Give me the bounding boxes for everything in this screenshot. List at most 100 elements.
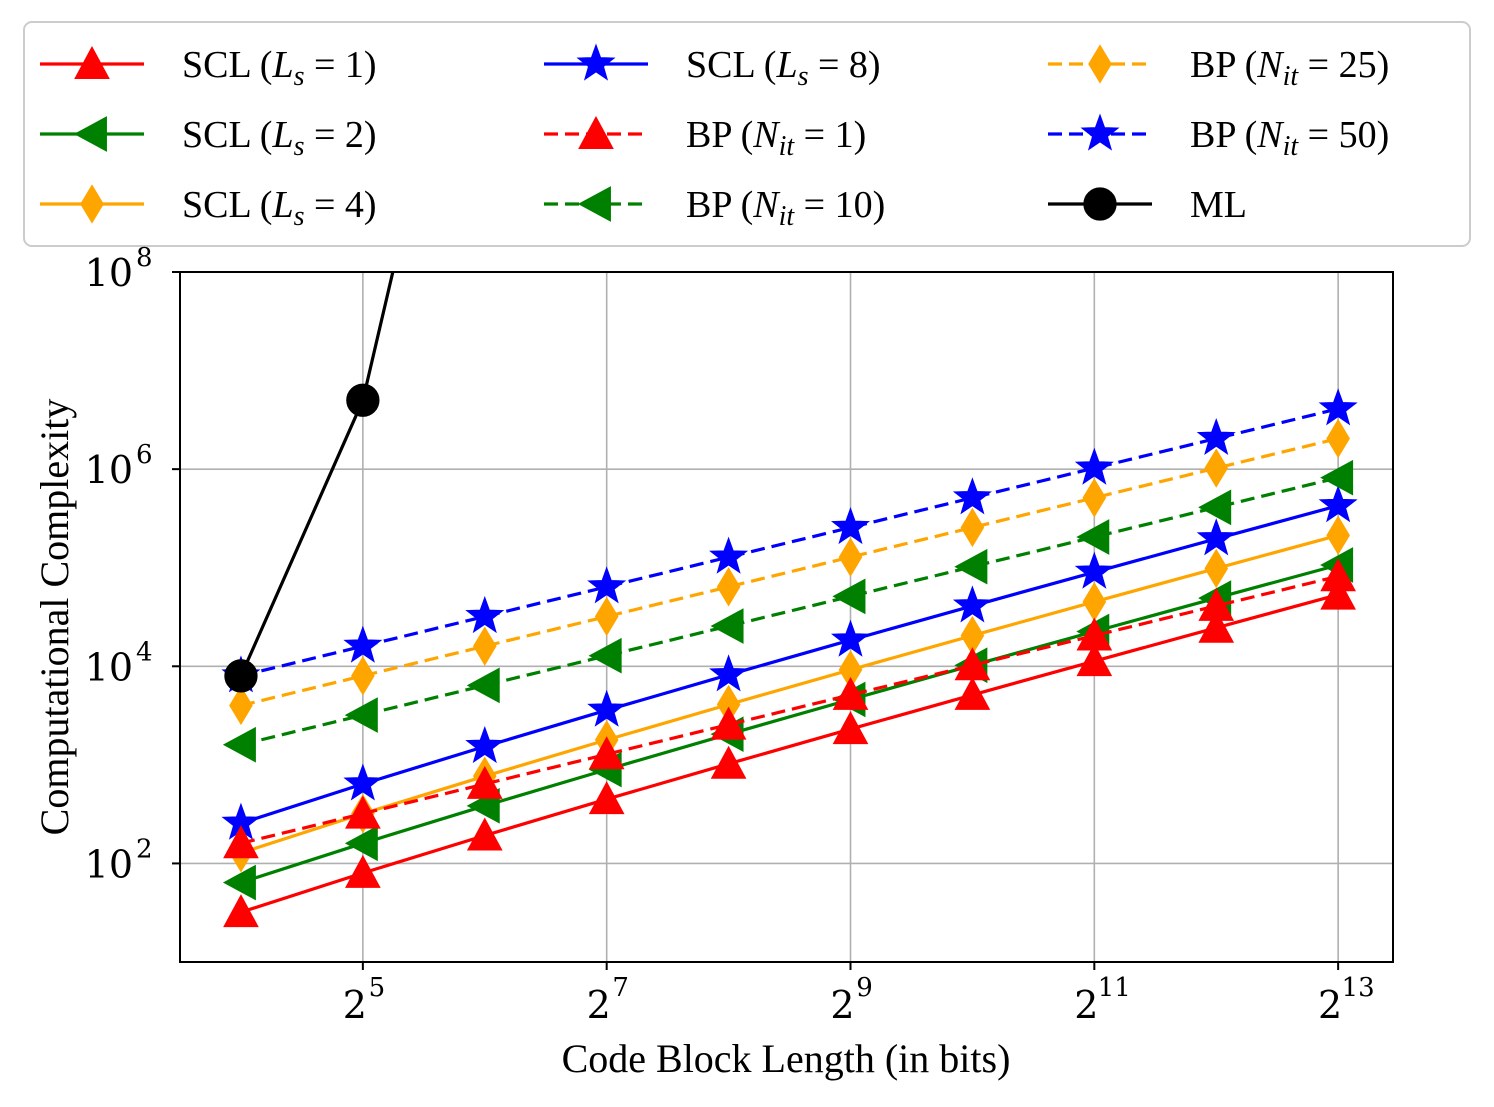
data-point [1198,587,1235,621]
x-tick-label: 2 [1074,983,1098,1027]
legend-entry-scl2: SCL (Ls = 2) [40,114,377,162]
legend-marker [576,43,616,81]
data-point [465,725,505,764]
x-tick-label-exponent: 5 [369,973,386,1003]
data-point [952,477,992,515]
data-point [344,825,378,862]
data-point [1082,582,1107,622]
legend-marker [1083,187,1117,221]
data-point [1076,617,1113,651]
y-tick-label-exponent: 2 [136,834,153,864]
data-point [954,676,991,710]
legend-label: SCL (Ls = 4) [182,184,377,232]
legend-marker [1080,113,1120,151]
data-point [832,711,869,745]
data-point [588,736,625,770]
data-point [960,507,985,548]
data-point [345,795,381,829]
data-point [351,656,375,696]
data-point [1204,548,1229,589]
data-point [588,637,622,674]
data-point [1320,459,1354,496]
plot-frame [179,271,1394,963]
y-axis-label: Computational Complexity [32,399,77,836]
data-point [587,566,627,604]
data-point [1204,448,1229,488]
data-point [830,619,871,657]
legend-marker [1088,44,1112,84]
data-point [1318,485,1358,523]
series-line-scl1 [240,593,1339,914]
data-point [345,854,381,888]
legend-marker [577,186,611,222]
data-point [343,763,383,801]
data-point [222,726,256,763]
series-layer [221,272,1358,928]
legend-label: ML [1190,184,1247,226]
data-point [1074,447,1114,485]
series-line-bp25 [240,436,1339,708]
data-point [954,647,991,681]
legend-label: SCL (Ls = 8) [686,44,881,92]
data-point [587,689,627,727]
legend-label: BP (Nit = 1) [686,114,866,162]
data-point [223,825,259,859]
data-point [1198,489,1232,526]
y-tick-label-exponent: 6 [136,440,153,470]
data-point [1326,418,1350,459]
series-bp1 [223,558,1356,859]
data-point [710,608,744,644]
series-bp10 [222,459,1354,763]
legend-entry-bp25: BP (Nit = 25) [1048,44,1389,92]
legend-entry-bp1: BP (Nit = 1) [544,114,866,162]
series-scl1 [223,576,1356,928]
series-scl4 [229,515,1350,873]
data-point [465,595,505,634]
legend-entry-scl8: SCL (Ls = 8) [544,43,881,92]
data-point [594,596,619,637]
legend-label: BP (Nit = 10) [686,184,885,232]
x-axis-label: Code Block Length (in bits) [562,1036,1011,1081]
series-line-bp1 [240,574,1339,845]
data-point [830,506,871,545]
legend-label: BP (Nit = 25) [1190,44,1389,92]
data-point [1076,519,1110,555]
x-tick-label-exponent: 9 [856,973,873,1003]
series-line-scl2 [240,563,1339,885]
data-point [346,383,380,417]
data-point [343,625,383,663]
x-tick-label-exponent: 11 [1098,973,1131,1003]
data-point [1198,609,1235,643]
x-tick-label: 2 [587,983,611,1027]
legend-marker [74,45,110,79]
series-bp25 [229,418,1350,726]
data-point [1318,388,1358,426]
data-point [709,654,749,692]
series-line-scl8 [240,504,1339,825]
legend-marker [80,184,104,224]
series-bp50 [221,388,1358,693]
x-tick-label-exponent: 13 [1342,973,1375,1003]
series-line-bp50 [240,407,1339,678]
legend-entry-ml: ML [1048,184,1247,226]
y-tick-label: 10 [85,645,133,689]
data-point [832,578,866,615]
data-point [710,745,747,779]
y-tick-label-exponent: 4 [136,637,153,667]
x-tick-label: 2 [830,983,854,1027]
x-tick-label-exponent: 7 [612,973,629,1003]
data-point [1082,478,1107,518]
series-ml [224,272,395,693]
data-point [222,864,256,901]
data-point [716,567,741,607]
data-point [954,548,988,585]
legend-label: SCL (Ls = 1) [182,44,377,92]
data-point [466,667,500,704]
data-point [1196,518,1236,556]
data-point [838,537,863,577]
data-point [224,659,258,693]
y-tick-label-exponent: 8 [136,243,153,273]
data-point [588,781,625,815]
